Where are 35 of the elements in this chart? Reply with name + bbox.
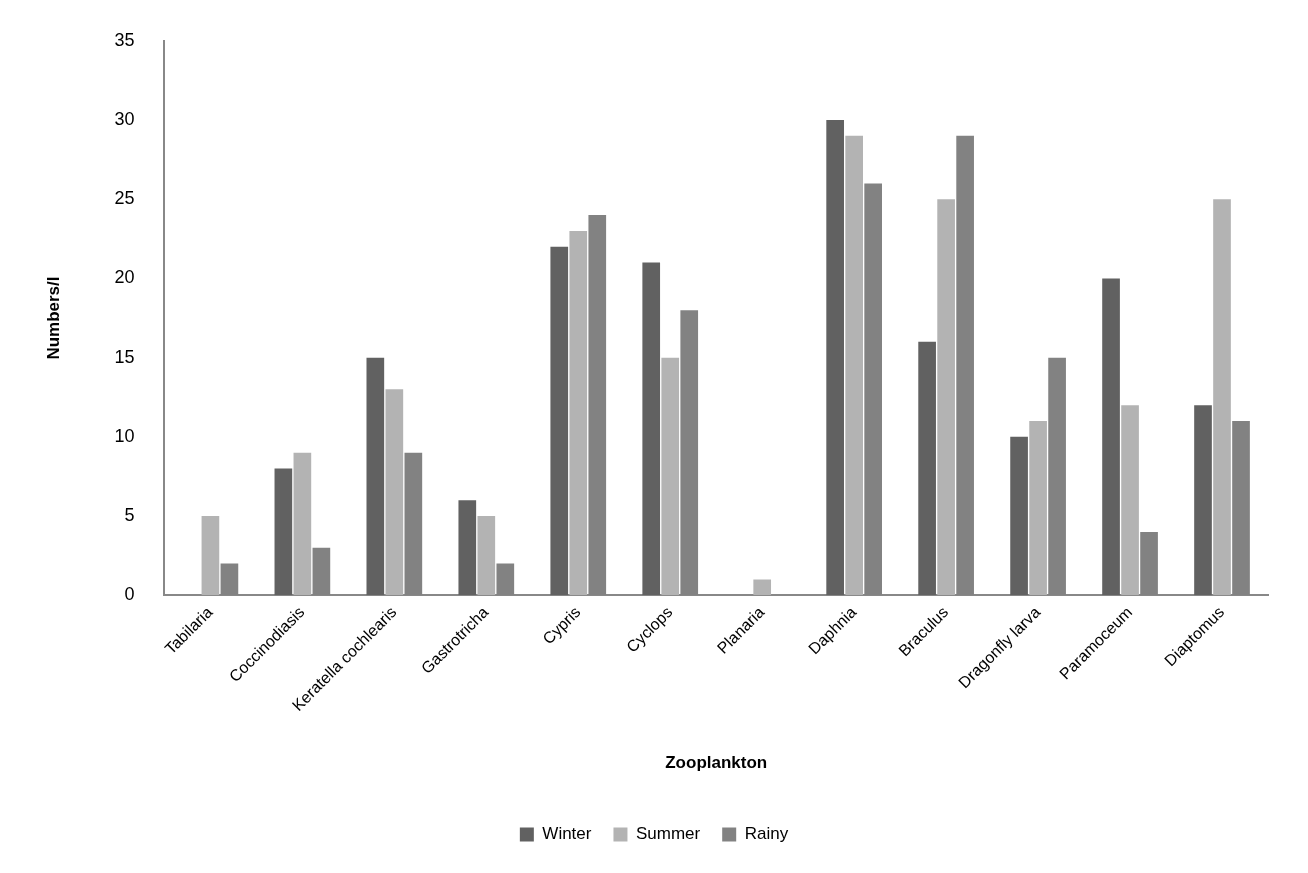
bar (918, 341, 936, 596)
bar (1029, 421, 1047, 596)
bar (1010, 436, 1028, 596)
legend-label: Rainy (744, 824, 789, 844)
bar (1102, 278, 1120, 596)
bar (385, 389, 404, 596)
bar (293, 452, 312, 596)
bar (477, 516, 496, 596)
x-axis-title: Zooplankton (665, 753, 768, 773)
bar (458, 500, 477, 596)
y-axis-title: Numbers/l (43, 276, 63, 360)
bar (569, 230, 588, 596)
legend-label: Summer (635, 824, 701, 844)
y-tick-label: 10 (114, 425, 135, 446)
bar (1213, 199, 1231, 596)
y-tick-label: 35 (114, 29, 135, 50)
bar (1194, 405, 1212, 596)
legend-label: Winter (542, 824, 592, 844)
bar (1121, 405, 1139, 596)
y-tick-label: 30 (114, 108, 135, 129)
bar (642, 262, 661, 596)
y-tick-label: 20 (114, 267, 135, 288)
y-tick-label: 0 (124, 584, 135, 605)
bar (937, 199, 955, 596)
y-tick-label: 25 (114, 188, 135, 209)
y-tick-label: 15 (114, 346, 135, 367)
bar (366, 357, 385, 596)
y-tick-label: 5 (124, 505, 135, 526)
bar (550, 246, 569, 596)
bar (845, 135, 863, 596)
bar (661, 357, 680, 596)
bar (201, 516, 220, 596)
bar (753, 579, 772, 596)
bar (274, 468, 293, 596)
bar (826, 120, 844, 596)
